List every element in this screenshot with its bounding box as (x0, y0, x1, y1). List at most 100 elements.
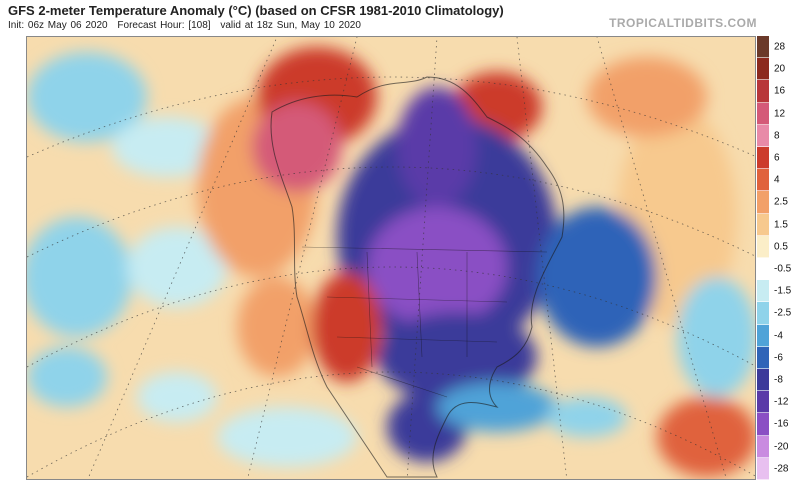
colorbar-swatch (757, 258, 769, 281)
state-line-1 (326, 296, 508, 303)
colorbar-label: 8 (774, 130, 780, 142)
colorbar-swatch (757, 169, 769, 192)
colorbar-swatch (757, 36, 769, 59)
colorbar-row: 4 (757, 169, 800, 192)
anomaly-cool-caribbean (547, 397, 627, 437)
colorbar-label: 12 (774, 108, 786, 120)
colorbar-row: -28 (757, 457, 800, 480)
colorbar-label: -8 (774, 374, 783, 386)
colorbar-swatch (757, 147, 769, 170)
grid-lat-4 (27, 371, 755, 478)
colorbar-label: -2.5 (774, 307, 792, 319)
init-time: Init: 06z May 06 2020 (8, 20, 108, 31)
colorbar-label: 16 (774, 85, 786, 97)
grid-lon-1 (87, 37, 278, 479)
temperature-anomaly-field (27, 47, 755, 477)
colorbar-swatch (757, 324, 769, 347)
anomaly-warm-southwest-us (312, 272, 382, 382)
colorbar-swatch (757, 124, 769, 147)
colorbar-swatch (757, 413, 769, 436)
colorbar-label: 0.5 (774, 241, 788, 253)
anomaly-cool-mid-atlantic (677, 277, 755, 397)
colorbar-row: -2.5 (757, 302, 800, 325)
colorbar-row: -1.5 (757, 280, 800, 303)
colorbar-swatch (757, 369, 769, 392)
anomaly-map (26, 36, 756, 480)
colorbar-swatch (757, 280, 769, 303)
anomaly-warm-yukon (252, 102, 342, 192)
anomaly-cool-central-pacific (27, 217, 132, 337)
anomaly-cool-southeast-pacific (137, 372, 217, 422)
anomaly-map-svg (27, 37, 755, 479)
colorbar-swatch (757, 213, 769, 236)
grid-lat-1 (27, 76, 755, 158)
valid-time: valid at 18z Sun, May 10 2020 (220, 20, 361, 31)
latlon-grid (27, 37, 755, 479)
colorbar-row: -0.5 (757, 258, 800, 281)
anomaly-warm-west-coast (237, 277, 317, 377)
anomaly-cool-pacific-2 (127, 227, 227, 307)
colorbar-row: 20 (757, 58, 800, 81)
brand-watermark: TROPICALTIDBITS.COM (609, 16, 757, 30)
colorbar-label: 6 (774, 152, 780, 164)
colorbar-label: 1.5 (774, 219, 788, 231)
colorbar-row: 1.5 (757, 213, 800, 236)
colorbar-row: -20 (757, 435, 800, 458)
colorbar-swatch (757, 58, 769, 81)
grid-lat-2 (27, 166, 755, 258)
colorbar-label: -0.5 (774, 263, 792, 275)
grid-lat-3 (27, 266, 755, 368)
colorbar-label: -12 (774, 396, 789, 408)
anomaly-cold-atlantic (537, 207, 657, 347)
colorbar-row: 0.5 (757, 235, 800, 258)
colorbar-swatch (757, 302, 769, 325)
colorbar-row: 2.5 (757, 191, 800, 214)
anomaly-cool-north-pacific (112, 117, 222, 177)
colorbar-swatch (757, 346, 769, 369)
us-canada-border (301, 246, 548, 253)
colorbar-row: 6 (757, 147, 800, 170)
colorbar-label: 2.5 (774, 196, 788, 208)
colorbar-swatch (757, 235, 769, 258)
colorbar-label: 4 (774, 174, 780, 186)
colorbar-swatch (757, 191, 769, 214)
forecast-hour: Forecast Hour: [108] (117, 20, 211, 31)
state-line-2 (366, 251, 373, 368)
colorbar-swatch (757, 435, 769, 458)
colorbar-label: -4 (774, 330, 783, 342)
anomaly-cool-nw-pacific (27, 52, 147, 142)
colorbar-swatch (757, 102, 769, 125)
anomaly-cold-eastern-us (377, 312, 537, 402)
colorbar-row: 12 (757, 102, 800, 125)
colorbar-swatch (757, 80, 769, 103)
colorbar-label: -28 (774, 463, 789, 475)
colorbar-legend: 28 20 16 12 8 6 4 2.5 1.5 0.5 -0.5 -1.5 -2.5 -4 -6 -8 -1… (757, 36, 800, 480)
colorbar-label: 28 (774, 41, 786, 53)
colorbar-swatch (757, 391, 769, 414)
coastline-outline (270, 76, 565, 478)
state-line-5 (336, 336, 498, 343)
colorbar-row: -16 (757, 413, 800, 436)
colorbar-row: -12 (757, 391, 800, 414)
colorbar-row: -8 (757, 369, 800, 392)
anomaly-cold-hudson (397, 87, 477, 207)
colorbar-row: 28 (757, 36, 800, 59)
grid-lon-5 (596, 37, 727, 479)
colorbar-label: 20 (774, 63, 786, 75)
colorbar-row: -4 (757, 324, 800, 347)
colorbar-row: 8 (757, 124, 800, 147)
colorbar-label: -6 (774, 352, 783, 364)
anomaly-cool-east-pacific (217, 407, 357, 467)
chart-title: GFS 2-meter Temperature Anomaly (°C) (ba… (8, 3, 504, 18)
anomaly-cold-core (367, 207, 507, 327)
colorbar-label: -20 (774, 441, 789, 453)
anomaly-warm-greenland-sea (587, 57, 707, 137)
colorbar-label: -16 (774, 418, 789, 430)
colorbar-row: 16 (757, 80, 800, 103)
colorbar-swatch (757, 457, 769, 480)
political-boundaries (301, 246, 548, 398)
colorbar-label: -1.5 (774, 285, 792, 297)
anomaly-cool-hawaii (27, 347, 107, 407)
anomaly-warm-south-america (657, 397, 755, 477)
colorbar-row: -6 (757, 346, 800, 369)
